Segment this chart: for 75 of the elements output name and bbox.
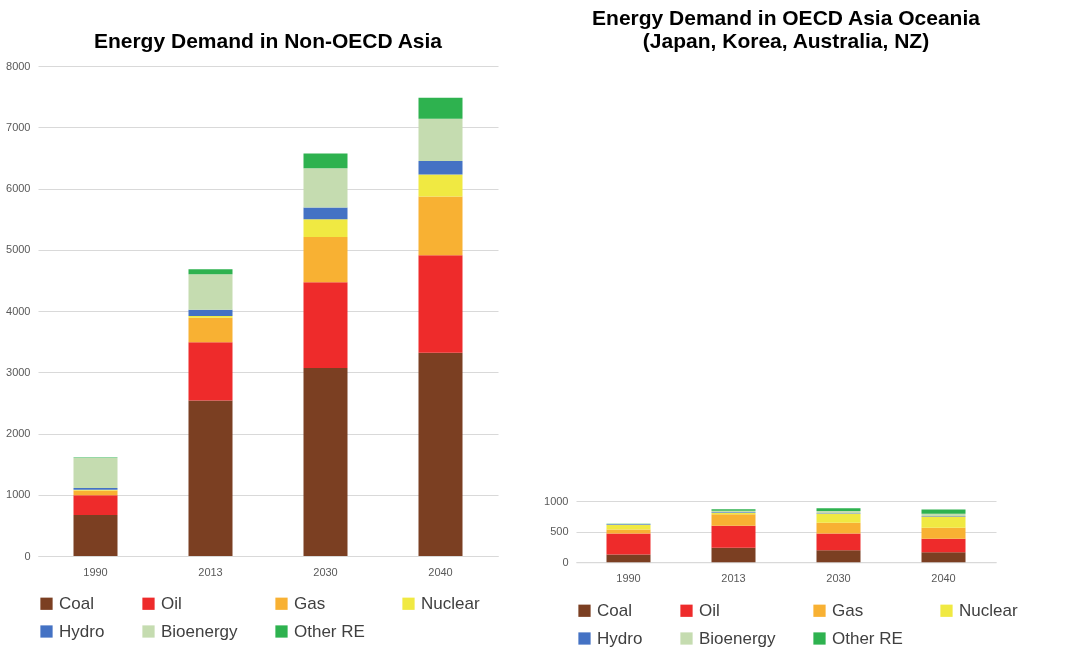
bar <box>816 513 861 523</box>
bar <box>73 495 118 515</box>
x-tick-label: 1990 <box>616 571 641 584</box>
bar <box>921 538 966 553</box>
legend-label: Coal <box>59 593 94 613</box>
x-tick-label: 2013 <box>198 565 223 578</box>
bar <box>73 514 118 556</box>
legend-label: Gas <box>832 600 864 620</box>
bar <box>418 118 463 161</box>
y-tick-label: 3000 <box>6 365 31 378</box>
x-tick-label: 1990 <box>83 565 108 578</box>
bar <box>816 533 861 551</box>
bar <box>921 552 966 563</box>
x-tick-label: 2040 <box>428 565 453 578</box>
x-tick-label: 2030 <box>826 571 851 584</box>
bar <box>816 522 861 534</box>
bar <box>188 400 233 556</box>
bar <box>188 269 233 275</box>
chart-title: Energy Demand in Non-OECD Asia <box>93 29 443 52</box>
y-tick-label: 0 <box>24 549 31 562</box>
bar <box>816 550 861 563</box>
bar <box>606 524 651 530</box>
legend-label: Nuclear <box>421 593 480 613</box>
bar <box>73 458 118 489</box>
legend-label: Other RE <box>832 628 903 648</box>
legend-label: Hydro <box>597 628 643 648</box>
bar <box>921 516 966 528</box>
legend-label: Gas <box>294 593 326 613</box>
y-tick-label: 0 <box>562 555 569 568</box>
y-tick-label: 1000 <box>544 494 569 507</box>
legend-label: Nuclear <box>959 600 1018 620</box>
bar <box>303 219 348 237</box>
legend-label: Coal <box>597 600 632 620</box>
y-tick-label: 1000 <box>6 488 31 501</box>
legend-label: Other RE <box>294 621 365 641</box>
y-tick-label: 5000 <box>6 243 31 256</box>
bar <box>711 547 756 563</box>
legend-label: Bioenergy <box>161 621 239 641</box>
legend-label: Bioenergy <box>699 628 777 648</box>
y-tick-label: 4000 <box>6 304 31 317</box>
x-tick-label: 2040 <box>931 571 956 584</box>
bar <box>606 554 651 563</box>
bar <box>418 352 463 556</box>
chart-title: Energy Demand in OECD Asia Oceania (Japan, Korea, Australia, NZ) <box>592 6 981 52</box>
bar <box>711 514 756 526</box>
legend-label: Hydro <box>59 621 105 641</box>
bar <box>303 207 348 220</box>
y-tick-label: 2000 <box>6 427 31 439</box>
bar <box>303 282 348 368</box>
y-tick-label: 8000 <box>6 59 31 72</box>
bar <box>188 309 233 316</box>
bar <box>188 317 233 343</box>
bar <box>921 527 966 539</box>
bar <box>418 97 463 119</box>
bar <box>921 509 966 514</box>
bar <box>418 174 463 197</box>
bar <box>711 525 756 548</box>
y-tick-label: 7000 <box>6 120 31 133</box>
legend-label: Oil <box>699 600 720 620</box>
bar <box>303 153 348 169</box>
bar <box>188 342 233 401</box>
bar <box>303 236 348 283</box>
y-tick-label: 6000 <box>6 182 31 194</box>
bar <box>303 367 348 556</box>
bar <box>418 196 463 256</box>
x-tick-label: 2013 <box>721 571 746 584</box>
bar <box>418 255 463 353</box>
bar <box>418 160 463 175</box>
bar <box>606 529 651 534</box>
y-tick-label: 500 <box>550 525 569 538</box>
bar <box>303 168 348 208</box>
legend-label: Oil <box>161 593 182 613</box>
x-tick-label: 2030 <box>313 565 338 578</box>
bar <box>606 533 651 555</box>
bar <box>188 274 233 310</box>
